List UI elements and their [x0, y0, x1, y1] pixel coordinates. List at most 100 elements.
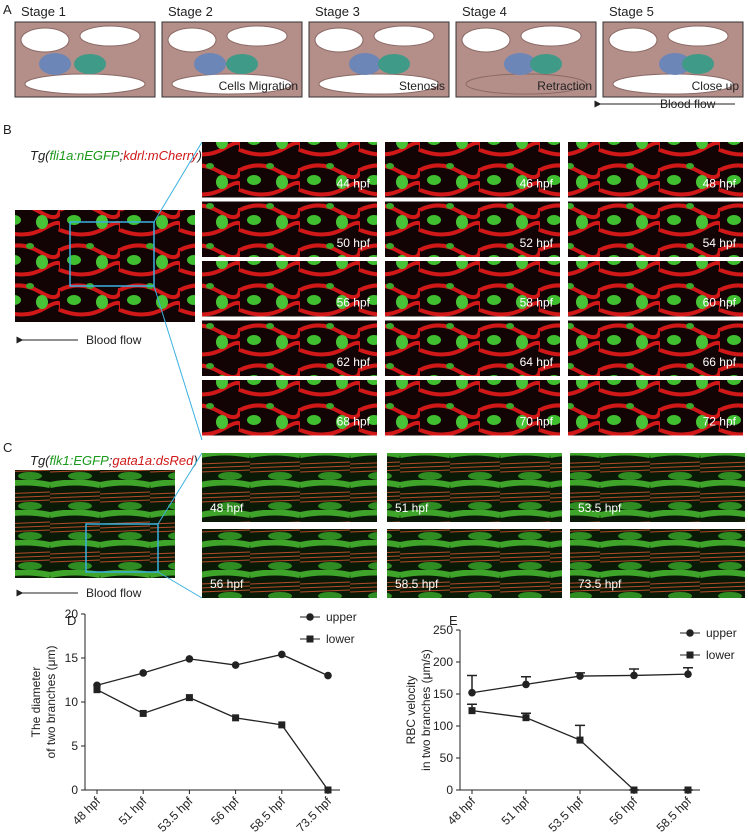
x-tick-label: 51 hpf	[116, 794, 150, 828]
panel-label: D	[67, 613, 76, 628]
legend-label: upper	[706, 626, 737, 640]
micrograph	[202, 142, 377, 198]
x-tick-label: 58.5 hpf	[654, 794, 695, 835]
micrograph	[568, 201, 743, 257]
title-part: )	[191, 453, 197, 468]
x-tick-label: 53.5 hpf	[155, 794, 196, 835]
lumen	[520, 25, 582, 47]
time-label: 58 hpf	[520, 296, 554, 310]
x-tick-label: 58.5 hpf	[247, 794, 288, 835]
y-axis-label: of two branches (μm)	[44, 646, 58, 759]
stage-title: Stage 3	[315, 4, 360, 19]
time-label: 60 hpf	[703, 296, 737, 310]
data-point	[324, 671, 332, 680]
y-tick-label: 50	[440, 751, 454, 765]
zoom-line	[157, 452, 203, 525]
y-tick-label: 20	[65, 607, 79, 621]
time-label: 70 hpf	[520, 415, 554, 429]
series-line	[96, 653, 329, 686]
lumen	[171, 73, 293, 95]
legend-label: upper	[326, 610, 357, 624]
micrograph	[387, 453, 562, 522]
micrograph	[385, 261, 560, 317]
y-tick-label: 0	[71, 783, 78, 797]
x-tick-label: 53.5 hpf	[546, 794, 587, 835]
y-tick-label: 10	[65, 695, 79, 709]
data-point	[684, 786, 692, 794]
x-tick-label: 48 hpf	[70, 794, 104, 828]
cell	[530, 54, 562, 74]
cell	[659, 53, 691, 75]
title-part: fli1a:nEGFP	[50, 148, 120, 163]
time-label: 56 hpf	[337, 296, 371, 310]
micrograph	[385, 320, 560, 376]
data-point	[185, 694, 193, 702]
time-label: 68 hpf	[337, 415, 371, 429]
title-part: kdrl:mCherry	[123, 148, 199, 163]
panel-label: C	[3, 440, 12, 455]
lumen	[24, 73, 146, 95]
x-tick-label: 51 hpf	[499, 794, 533, 828]
data-point	[576, 672, 584, 680]
stage-title: Stage 2	[168, 4, 213, 19]
stage-caption: Stenosis	[399, 79, 445, 93]
time-label: 48 hpf	[210, 501, 244, 515]
time-label: 62 hpf	[337, 355, 371, 369]
data-point	[278, 721, 286, 729]
time-label: 53.5 hpf	[578, 501, 622, 515]
zoom-line	[153, 141, 203, 223]
series-line	[96, 689, 329, 791]
y-tick-label: 100	[433, 719, 453, 733]
flow-label: Blood flow	[86, 333, 142, 347]
time-label: 54 hpf	[703, 236, 737, 250]
time-label: 51 hpf	[395, 501, 429, 515]
x-tick-label: 56 hpf	[208, 794, 242, 828]
lumen	[79, 25, 141, 47]
time-label: 44 hpf	[337, 177, 371, 191]
lumen	[373, 25, 435, 47]
zoom-line	[157, 571, 203, 599]
time-label: 56 hpf	[210, 577, 244, 591]
micrograph	[387, 529, 562, 598]
time-label: 46 hpf	[520, 177, 554, 191]
title-part: )	[196, 148, 202, 163]
title-part: gata1a:dsRed	[112, 453, 194, 468]
panel-label: E	[449, 613, 458, 628]
micrograph	[202, 380, 377, 436]
title-part: Tg(	[30, 453, 51, 468]
lumen	[226, 25, 288, 47]
time-label: 48 hpf	[703, 177, 737, 191]
title-part: flk1:EGFP	[50, 453, 110, 468]
title-part: ;	[109, 453, 113, 468]
data-point	[468, 707, 476, 715]
lumen	[318, 73, 440, 95]
micrograph	[568, 380, 743, 436]
y-tick-label: 150	[433, 687, 453, 701]
cell	[194, 53, 226, 75]
y-axis-label: RBC velocity	[404, 676, 418, 745]
time-label: 66 hpf	[703, 355, 737, 369]
y-tick-label: 200	[433, 655, 453, 669]
panel-title: Tg(fli1a:nEGFP;kdrl:mCherry)	[30, 148, 202, 163]
flow-label: Blood flow	[86, 586, 142, 600]
y-tick-label: 15	[65, 651, 79, 665]
title-part: ;	[120, 148, 124, 163]
cell	[378, 54, 410, 74]
micrograph	[568, 261, 743, 317]
time-label: 58.5 hpf	[395, 577, 439, 591]
data-point	[630, 671, 638, 680]
cell	[504, 53, 536, 75]
cell	[682, 54, 714, 74]
zoom-line	[153, 285, 203, 441]
zoom-box	[85, 523, 159, 573]
stage-caption: Retraction	[537, 79, 592, 93]
micrograph	[202, 453, 377, 522]
time-label: 64 hpf	[520, 355, 554, 369]
data-point	[684, 670, 692, 678]
cell	[349, 53, 381, 75]
cell	[226, 54, 258, 74]
time-label: 50 hpf	[337, 236, 371, 250]
data-point	[576, 736, 584, 744]
lumen	[461, 27, 511, 53]
